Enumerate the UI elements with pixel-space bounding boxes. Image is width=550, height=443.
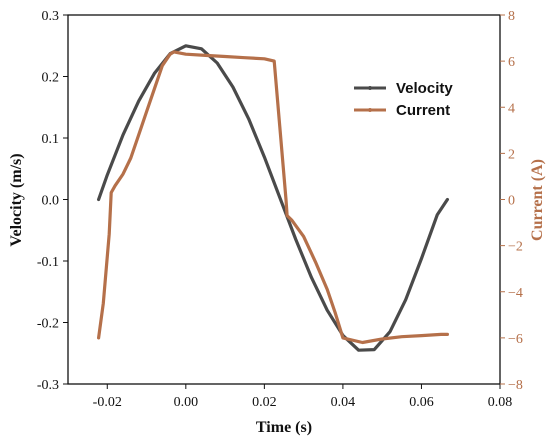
y2-tick-label: −6: [508, 332, 523, 347]
legend-label-velocity: Velocity: [396, 80, 453, 97]
y-tick-label: 0.1: [42, 132, 60, 147]
y-axis-title: Velocity (m/s): [8, 153, 25, 246]
y2-tick-label: −4: [508, 286, 523, 301]
y-tick-label: -0.3: [37, 378, 59, 393]
y2-tick-label: 8: [508, 9, 515, 24]
legend-marker-current: [368, 108, 372, 112]
y-tick-label: 0.0: [42, 194, 60, 209]
x-tick-label: 0.04: [331, 395, 356, 410]
y2-axis-ticks: −8 −6 −4 −2 0 2 4 6 8: [500, 9, 523, 393]
y2-tick-label: −8: [508, 378, 523, 393]
y-axis-ticks: -0.3 -0.2 -0.1 0.0 0.1 0.2 0.3: [37, 9, 68, 393]
y2-tick-label: 6: [508, 55, 515, 70]
series-lines: [96, 44, 449, 352]
y2-tick-label: 0: [508, 194, 515, 209]
y2-tick-label: 4: [508, 101, 515, 116]
x-tick-label: 0.02: [252, 395, 277, 410]
x-tick-label: -0.02: [93, 395, 122, 410]
x-axis-title: Time (s): [256, 419, 312, 436]
legend-marker-velocity: [368, 86, 372, 90]
x-axis-ticks: -0.02 0.00 0.02 0.04 0.06 0.08: [93, 384, 513, 410]
y-tick-label: 0.2: [42, 71, 60, 86]
x-tick-label: 0.08: [488, 395, 513, 410]
plot-frame: [67, 14, 501, 385]
legend-label-current: Current: [396, 102, 450, 119]
series-line-velocity: [96, 44, 449, 352]
y-tick-label: -0.2: [37, 317, 59, 332]
y2-axis-title: Current (A): [529, 159, 546, 241]
x-tick-label: 0.06: [409, 395, 434, 410]
series-line-current: [96, 50, 449, 345]
y2-tick-label: 2: [508, 147, 515, 162]
x-tick-label: 0.00: [174, 395, 199, 410]
y2-tick-label: −2: [508, 240, 523, 255]
y-tick-label: -0.1: [37, 255, 59, 270]
y-tick-label: 0.3: [42, 9, 60, 24]
legend: Velocity Current: [354, 80, 453, 119]
